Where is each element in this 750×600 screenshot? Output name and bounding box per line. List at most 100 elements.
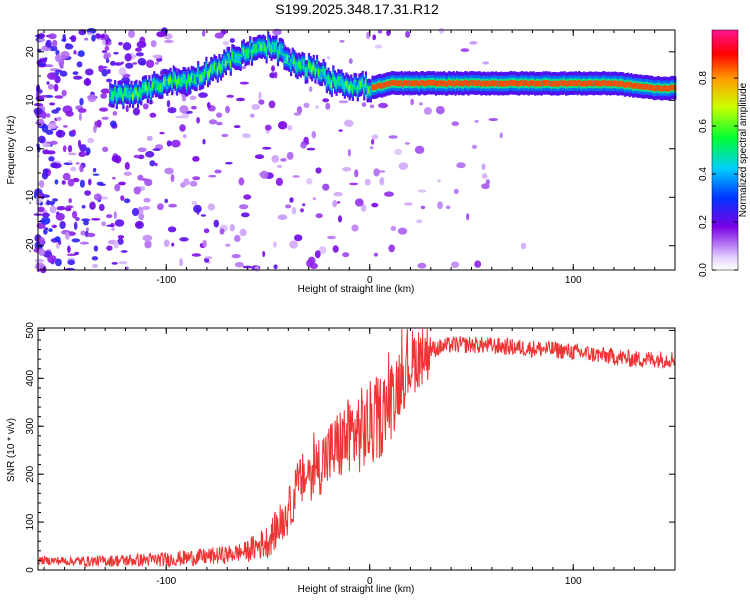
spectrogram-ridge-cell <box>473 80 477 86</box>
spectrogram-ridge-cell <box>325 78 328 85</box>
spectrogram-noise-blob <box>372 34 377 41</box>
spectrogram-noise-blob <box>142 234 153 242</box>
spectrogram-noise-blob <box>198 92 208 98</box>
spectrogram-noise-blob <box>38 135 46 144</box>
spectrogram-noise-blob <box>150 40 157 48</box>
spectrogram-ridge-cell <box>299 63 302 69</box>
spectrogram-ridge-cell <box>408 80 411 86</box>
spectrogram-noise-blob <box>114 219 125 227</box>
spectrogram-ridge-cell <box>153 79 156 86</box>
spectrogram-ridge-cell <box>329 79 332 86</box>
spectrogram-noise-blob <box>77 50 85 57</box>
spectrogram-noise-blob <box>234 261 244 268</box>
spectrogram-noise-blob <box>78 29 87 36</box>
spectrogram-ridge-cell <box>167 78 170 85</box>
spectrogram-xtick-label: 100 <box>565 275 582 286</box>
spectrogram-noise-blob <box>241 66 247 70</box>
spectrogram-noise-blob <box>315 167 322 174</box>
spectrogram-noise-blob <box>168 203 178 208</box>
spectrogram-ridge-cell <box>384 82 387 88</box>
spectrogram-noise-blob <box>258 99 265 105</box>
spectrogram-ridge-cell <box>205 65 208 72</box>
spectrogram-noise-blob <box>98 203 105 212</box>
spectrogram-ridge-cell <box>501 81 504 87</box>
spectrogram-noise-blob <box>231 254 241 259</box>
spectrogram-noise-blob <box>338 129 343 132</box>
spectrogram-noise-blob <box>404 142 411 145</box>
spectrogram-noise-blob <box>37 33 46 39</box>
spectrogram-noise-blob <box>451 261 460 268</box>
spectrogram-noise-blob <box>56 116 62 121</box>
spectrogram-ridge-cell <box>358 82 361 88</box>
spectrogram-plot-area <box>38 30 675 270</box>
spectrogram-noise-blob <box>369 146 374 150</box>
spectrogram-ridge-cell <box>350 83 353 89</box>
spectrogram-noise-blob <box>72 177 80 183</box>
spectrogram-noise-blob <box>347 149 351 157</box>
spectrogram-ridge-cell <box>579 80 582 87</box>
spectrogram-noise-blob <box>207 102 211 109</box>
spectrogram-ridge-cell <box>273 44 276 51</box>
spectrogram-noise-blob <box>114 184 121 192</box>
spectrogram-noise-blob <box>124 53 132 62</box>
spectrogram-noise-blob <box>117 235 125 239</box>
spectrogram-ridge-cell <box>234 55 237 62</box>
spectrogram-noise-blob <box>64 43 74 50</box>
spectrogram-ridge-cell <box>259 43 262 50</box>
spectrogram-ridge-cell <box>298 61 301 68</box>
spectrogram-noise-blob <box>90 218 101 221</box>
spectrogram-noise-blob <box>438 27 445 34</box>
spectrogram-ridge-cell <box>475 80 478 87</box>
spectrogram-noise-blob <box>371 202 379 208</box>
spectrogram-ridge-cell <box>154 82 157 89</box>
spectrogram-noise-blob <box>72 129 76 135</box>
spectrogram-noise-blob <box>55 49 60 56</box>
spectrogram-ridge-cell <box>630 81 633 88</box>
spectrogram-noise-blob <box>264 124 272 131</box>
spectrogram-ridge-cell <box>604 80 607 86</box>
spectrogram-ridge-cell <box>236 55 239 62</box>
spectrogram-noise-blob <box>85 227 89 232</box>
spectrogram-noise-blob <box>214 169 222 174</box>
spectrogram-ridge-cell <box>625 81 628 88</box>
spectrogram-noise-blob <box>91 256 99 261</box>
spectrogram-ridge-cell <box>488 81 491 87</box>
spectrogram-ridge-cell <box>342 81 345 88</box>
spectrogram-ridge-cell <box>496 80 499 87</box>
spectrogram-ridge-cell <box>296 64 299 71</box>
spectrogram-noise-blob <box>107 69 111 74</box>
spectrogram-ridge-cell <box>578 79 581 86</box>
spectrogram-noise-blob <box>332 245 339 253</box>
spectrogram-ridge-cell <box>662 85 665 92</box>
spectrogram-ridge-cell <box>114 88 117 95</box>
spectrogram-noise-blob <box>152 54 162 58</box>
spectrogram-ridge-cell <box>244 51 247 58</box>
spectrogram-noise-blob <box>78 112 82 121</box>
spectrogram-noise-blob <box>191 253 202 257</box>
spectrogram-ridge-cell <box>454 81 457 87</box>
spectrogram-noise-blob <box>342 252 350 258</box>
spectrogram-ridge-cell <box>472 80 475 86</box>
spectrogram-noise-blob <box>73 75 83 80</box>
spectrogram-noise-blob <box>271 155 280 163</box>
spectrogram-ridge-cell <box>537 80 540 87</box>
snr-ytick-label: 300 <box>25 417 36 434</box>
spectrogram-ridge-cell <box>364 80 367 86</box>
spectrogram-noise-blob <box>474 260 482 268</box>
spectrogram-noise-blob <box>275 177 283 186</box>
spectrogram-ridge-cell <box>654 85 657 92</box>
spectrogram-noise-blob <box>216 112 223 118</box>
spectrogram-ridge-cell <box>148 83 151 90</box>
spectrogram-ridge-cell <box>377 82 381 89</box>
spectrogram-noise-blob <box>56 206 66 211</box>
spectrogram-ridge-cell <box>179 79 182 85</box>
spectrogram-noise-blob <box>141 206 151 210</box>
spectrogram-ridge-cell <box>309 64 312 71</box>
spectrogram-noise-blob <box>113 240 119 249</box>
spectrogram-noise-blob <box>371 134 379 140</box>
spectrogram-ridge-cell <box>555 80 558 87</box>
spectrogram-ridge-cell <box>444 81 447 87</box>
spectrogram-noise-blob <box>109 120 117 128</box>
spectrogram-noise-blob <box>234 234 241 243</box>
